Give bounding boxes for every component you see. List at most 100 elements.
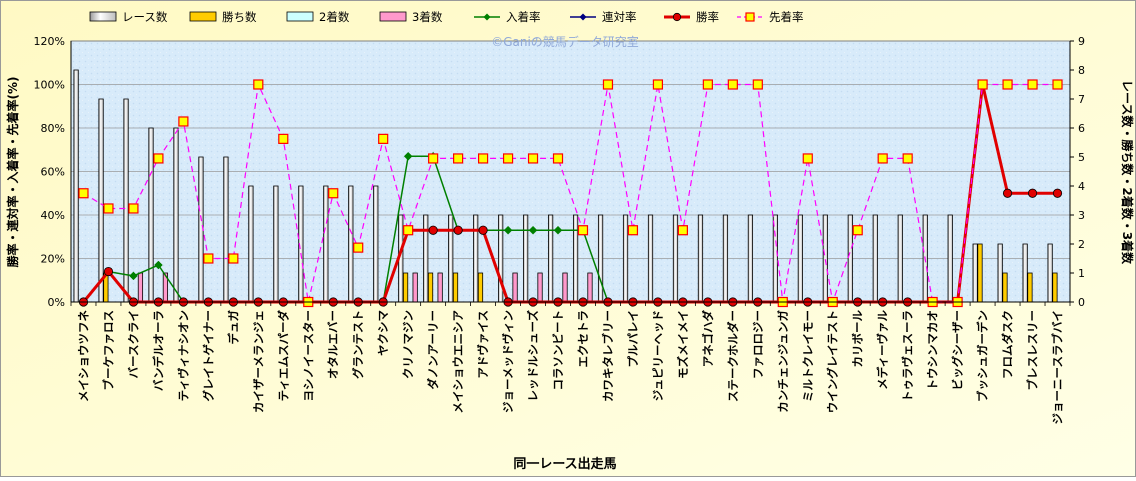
legend-label: 入着率: [506, 10, 541, 24]
bar-races: [897, 214, 903, 303]
y-right-tick-label: 4: [1078, 180, 1085, 193]
bar-wins: [427, 272, 434, 303]
win-rate-point: [428, 225, 438, 235]
ahead-rate-point: [527, 153, 539, 164]
y-right-tick-label: 2: [1078, 238, 1085, 251]
bar-races: [797, 214, 803, 303]
ahead-rate-point: [677, 225, 688, 236]
bar-races: [548, 214, 554, 303]
x-tick-label: コラソンビート: [551, 310, 565, 391]
ahead-rate-point: [353, 242, 364, 253]
x-tick-label: ジョーニースラブバイ: [1051, 310, 1065, 424]
ahead-rate-point: [78, 188, 89, 199]
bar-races: [473, 214, 479, 303]
bar-races: [622, 214, 629, 303]
x-tick-label: カワキタレブリー: [601, 310, 615, 402]
bar-third: [562, 272, 568, 303]
y-axis-right-title: レース数・勝ち数・2着数・3着数: [1120, 80, 1135, 265]
bar-wins: [452, 272, 459, 303]
x-tick-label: プルパレイ: [626, 310, 640, 368]
ahead-rate-point: [428, 153, 439, 164]
bar-races: [772, 214, 778, 303]
bar-races: [597, 214, 604, 303]
bar-races: [972, 243, 978, 303]
bar-races: [98, 98, 104, 303]
bar-races: [572, 214, 579, 303]
ahead-rate-point: [1052, 79, 1063, 90]
ahead-rate-point: [103, 203, 114, 214]
x-tick-label: モズメイメイ: [676, 310, 690, 379]
ahead-rate-point: [902, 153, 913, 164]
y-left-tick-label: 60%: [41, 166, 65, 179]
ahead-rate-point: [977, 79, 988, 90]
ahead-rate-point: [328, 188, 339, 199]
win-rate-point: [1002, 188, 1013, 198]
legend-swatch: [286, 11, 314, 22]
ahead-rate-point: [153, 153, 164, 164]
bar-races: [273, 185, 279, 303]
ahead-rate-point: [477, 153, 489, 164]
x-tick-label: カリボール: [851, 310, 865, 368]
legend-label: 勝ち数: [222, 10, 257, 24]
x-tick-label: ファロロジー: [751, 310, 765, 379]
bar-races: [523, 214, 529, 303]
bar-races: [847, 214, 853, 303]
x-tick-label: ビッグシーザー: [951, 310, 965, 390]
y-right-tick-label: 6: [1078, 122, 1085, 135]
x-tick-label: ヨシノイースター: [301, 310, 315, 401]
ahead-rate-point: [752, 79, 763, 90]
legend-label: 勝率: [696, 10, 719, 24]
bar-races: [423, 214, 429, 303]
bar-third: [412, 272, 418, 303]
legend-marker: [483, 13, 491, 21]
x-tick-label: ジョーメッドヴィン: [501, 310, 515, 413]
y-right-tick-label: 8: [1078, 64, 1085, 77]
bar-third: [512, 272, 518, 303]
bar-third: [537, 272, 543, 303]
bar-races: [872, 214, 878, 303]
bar-races: [373, 185, 379, 303]
bar-races: [323, 185, 329, 303]
x-tick-label: フロムダスク: [1001, 310, 1015, 379]
x-tick-label: グレイトゲイナー: [201, 310, 215, 402]
bar-races: [647, 214, 654, 303]
bar-races: [248, 185, 254, 303]
x-tick-label: ジュピリーヘッド: [651, 310, 665, 401]
ahead-rate-point: [627, 225, 639, 236]
legend-marker: [745, 12, 755, 22]
ahead-rate-point: [178, 116, 189, 127]
bar-wins: [977, 243, 983, 303]
y-left-tick-label: 120%: [34, 35, 65, 48]
bar-races: [448, 214, 454, 303]
bar-races: [148, 127, 154, 303]
ahead-rate-point: [228, 253, 239, 264]
place-rate-point: [129, 271, 138, 281]
win-rate-point: [478, 225, 488, 235]
ahead-rate-point: [652, 79, 664, 90]
ahead-rate-line: [83, 83, 1058, 303]
x-tick-label: ヤクシマ: [376, 310, 390, 356]
ahead-rate-point: [502, 153, 514, 164]
ahead-rate-point: [602, 79, 614, 90]
ahead-rate-point: [552, 153, 564, 164]
win-rate-point: [1027, 188, 1038, 198]
bar-wins: [1052, 272, 1058, 303]
bar-third: [137, 272, 144, 303]
x-tick-label: バースクライ: [126, 310, 140, 378]
ahead-rate-point: [1002, 79, 1013, 90]
legend-swatch: [89, 11, 117, 22]
ahead-rate-point: [877, 153, 888, 164]
legend-label: 2着数: [319, 10, 350, 24]
bar-races: [1022, 243, 1028, 303]
y-right-tick-label: 5: [1078, 151, 1085, 164]
place-rate-point: [553, 225, 563, 235]
legend-swatch: [189, 11, 217, 22]
x-tick-label: カンチェンジュンガ: [776, 310, 790, 413]
y-left-tick-label: 0%: [48, 296, 65, 309]
x-tick-label: ステークホルダー: [726, 310, 740, 402]
ahead-rate-point: [378, 133, 389, 144]
legend-swatch: [379, 11, 407, 22]
y-right-tick-label: 3: [1078, 209, 1085, 222]
bar-wins: [402, 272, 409, 303]
